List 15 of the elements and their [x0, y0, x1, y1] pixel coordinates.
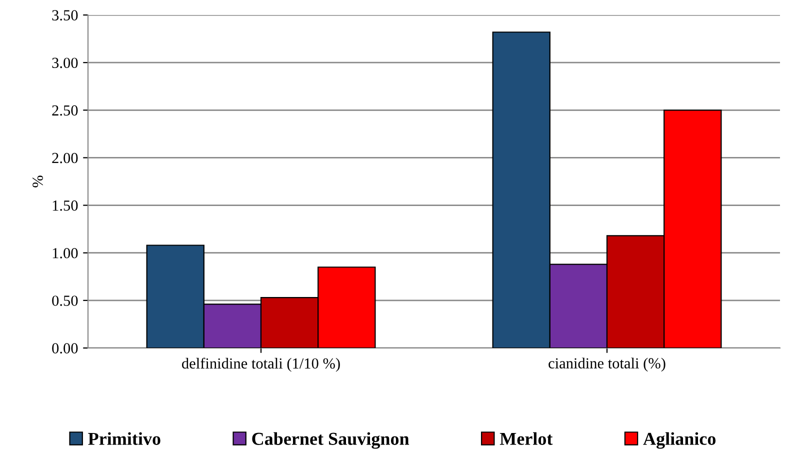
- y-tick-label: 2.50: [52, 105, 78, 116]
- x-tick-label: cianidine totali (%): [548, 358, 666, 372]
- legend-label: Aglianico: [643, 432, 716, 449]
- legend-label: Merlot: [500, 432, 553, 445]
- y-axis-title: %: [32, 176, 43, 188]
- x-tick-label: delfinidine totali (1/10 %): [182, 358, 340, 372]
- y-tick-label: 1.50: [52, 200, 78, 211]
- y-tick-label: 0.50: [52, 296, 78, 306]
- y-tick-label: 2.00: [52, 152, 78, 164]
- y-tick-label: 1.00: [52, 248, 78, 258]
- y-tick-label: 0.00: [52, 343, 78, 354]
- legend-label: Cabernet Sauvignon: [252, 432, 410, 449]
- y-tick-label: 3.50: [52, 10, 78, 21]
- y-tick-label: 3.00: [52, 58, 78, 68]
- legend-label: Primitivo: [88, 432, 160, 445]
